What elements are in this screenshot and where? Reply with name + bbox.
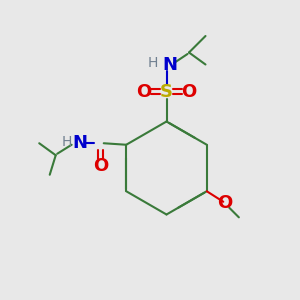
Text: N: N [72, 134, 87, 152]
Text: O: O [182, 82, 196, 100]
Text: O: O [136, 82, 152, 100]
Text: O: O [93, 157, 108, 175]
Text: N: N [162, 56, 177, 74]
Text: H: H [148, 56, 158, 70]
Text: H: H [61, 135, 72, 149]
Text: O: O [217, 194, 232, 212]
Text: S: S [160, 82, 173, 100]
